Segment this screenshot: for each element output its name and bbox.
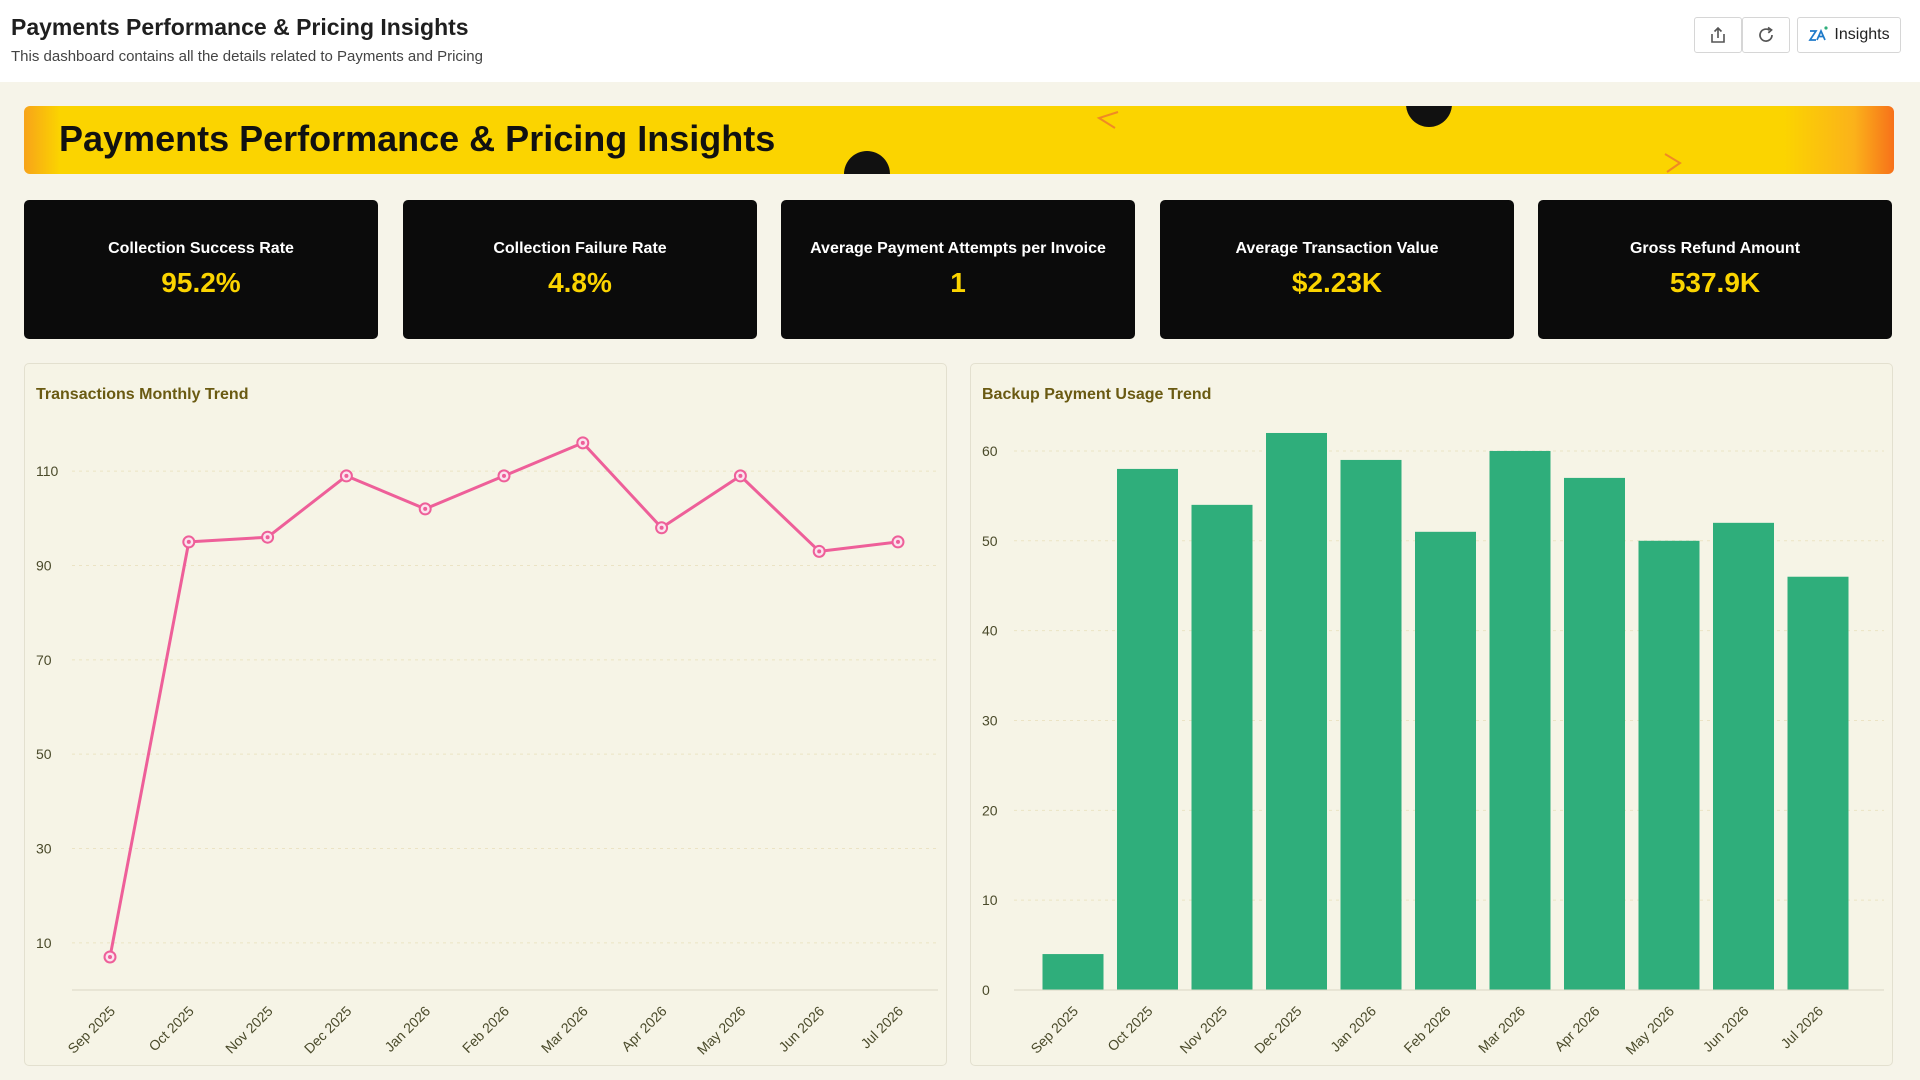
banner-decoration [844,106,1682,174]
x-tick-label: Dec 2025 [301,1003,355,1057]
bar [1415,531,1476,990]
y-tick-label: 70 [36,652,52,668]
data-point-center [502,473,506,478]
y-tick-label: 40 [982,623,998,639]
kpi-average-payment-attempts: Average Payment Attempts per Invoice 1 [781,200,1135,339]
y-tick-label: 10 [36,935,52,951]
x-tick-label: Sep 2025 [64,1003,118,1057]
bar-chart: 0 10 20 30 40 50 60 Sep 2025 Oct 2025 Nov 2025 Dec… [982,432,1884,1058]
kpi-average-transaction-value: Average Transaction Value $2.23K [1160,200,1514,339]
chart-title: Backup Payment Usage Trend [982,386,1212,403]
data-point-center [817,549,822,554]
x-tick-label: Sep 2025 [1027,1003,1081,1057]
chart-title: Transactions Monthly Trend [36,386,249,403]
x-tick-label: Jan 2026 [1327,1003,1379,1055]
bar [1266,432,1327,990]
kpi-collection-success-rate: Collection Success Rate 95.2% [24,200,378,339]
y-tick-label: 10 [982,892,998,908]
bar [1564,477,1625,990]
line-chart: 10 30 50 70 90 110 Sep 2025 Oct 2025 Nov 2025 Dec… [36,436,938,1058]
kpi-label: Average Transaction Value [1235,240,1439,257]
data-point-center [344,473,349,478]
kpi-gross-refund-amount: Gross Refund Amount 537.9K [1538,200,1892,339]
share-button[interactable] [1694,17,1742,53]
y-tick-label: 110 [36,463,59,479]
x-tick-label: Apr 2026 [1551,1003,1603,1055]
x-tick-label: Mar 2026 [538,1003,591,1056]
kpi-value: 95.2% [161,267,241,298]
bar [1787,576,1849,990]
y-tick-label: 0 [982,982,990,998]
kpi-label: Collection Success Rate [108,240,294,257]
bar [1713,522,1774,990]
kpi-label: Average Payment Attempts per Invoice [810,240,1106,257]
data-point-center [108,954,112,959]
banner-title: Payments Performance & Pricing Insights [59,118,776,159]
data-point-center [738,473,743,478]
x-tick-label: Jun 2026 [1700,1003,1752,1055]
kpi-value: 4.8% [548,267,612,298]
x-tick-label: Jul 2026 [857,1003,906,1052]
y-tick-label: 50 [36,746,52,762]
dashboard-header: Payments Performance & Pricing Insights … [0,0,1920,82]
transactions-trend-panel: 10 30 50 70 90 110 Sep 2025 Oct 2025 Nov 2025 Dec… [24,363,947,1066]
x-tick-label: Nov 2025 [222,1003,276,1057]
kpi-label: Gross Refund Amount [1629,240,1801,257]
data-point-center [896,539,900,544]
data-point-center [659,525,664,530]
y-tick-label: 50 [982,533,998,549]
page-subtitle: This dashboard contains all the details … [11,48,483,65]
insights-button[interactable]: Insights [1797,17,1901,53]
x-tick-label: Mar 2026 [1475,1003,1528,1056]
insights-label: Insights [1834,26,1890,43]
x-tick-label: Nov 2025 [1176,1003,1230,1057]
kpi-label: Collection Failure Rate [493,240,667,257]
y-tick-label: 30 [982,712,998,728]
refresh-button[interactable] [1742,17,1790,53]
bar [1191,504,1253,990]
data-point-center [265,535,270,540]
refresh-icon [1759,26,1773,42]
y-tick-label: 20 [982,802,998,818]
kpi-collection-failure-rate: Collection Failure Rate 4.8% [403,200,757,339]
kpi-value: 1 [950,267,966,298]
data-point-center [580,440,585,445]
bar [1117,468,1178,990]
x-tick-label: Oct 2025 [1104,1003,1156,1055]
x-tick-label: May 2026 [694,1003,749,1058]
x-tick-label: Dec 2025 [1251,1003,1305,1057]
insights-icon [1808,26,1829,41]
x-tick-label: Feb 2026 [459,1003,512,1056]
kpi-value: $2.23K [1291,267,1383,298]
x-tick-label: May 2026 [1622,1003,1677,1058]
dashboard-banner: Payments Performance & Pricing Insights [24,106,1894,174]
x-tick-label: Apr 2026 [618,1003,670,1055]
backup-payment-panel: 0 10 20 30 40 50 60 Sep 2025 Oct 2025 Nov 2025 Dec… [970,363,1893,1066]
y-tick-label: 30 [36,841,52,857]
x-tick-label: Feb 2026 [1400,1003,1453,1056]
series-line [108,441,899,958]
kpi-value: 537.9K [1669,267,1761,298]
data-point-center [423,506,428,511]
bar [1489,450,1551,990]
bar [1340,459,1402,990]
x-tick-label: Jun 2026 [775,1003,827,1055]
x-tick-label: Jan 2026 [381,1003,433,1055]
bar [1042,954,1104,990]
x-tick-label: Oct 2025 [145,1003,197,1055]
share-icon [1711,26,1725,43]
y-tick-label: 60 [982,443,998,459]
page-title: Payments Performance & Pricing Insights [11,14,469,40]
data-point-center [186,539,191,544]
y-tick-label: 90 [36,558,52,574]
bar [1638,540,1700,990]
x-tick-label: Jul 2026 [1777,1003,1826,1052]
